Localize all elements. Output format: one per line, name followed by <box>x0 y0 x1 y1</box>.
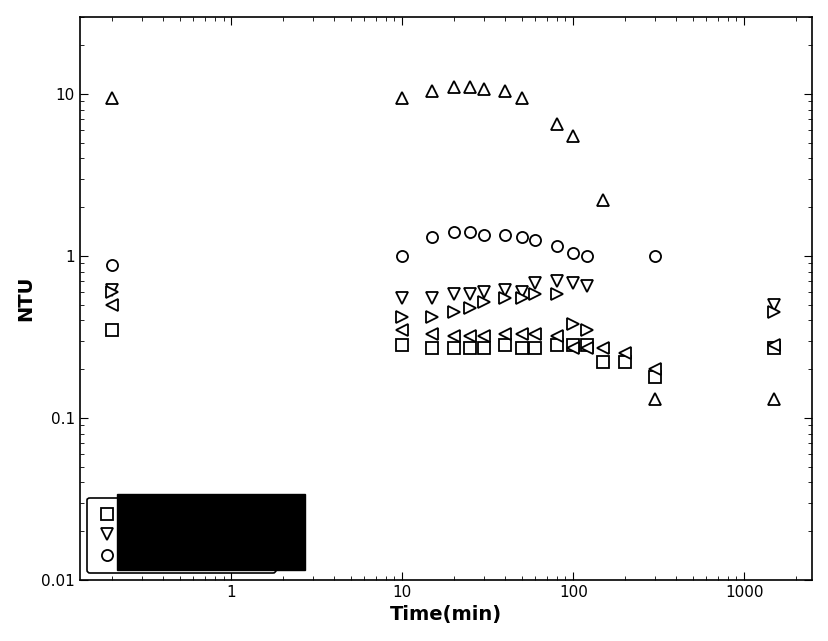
1:0.125 <box>568 344 578 352</box>
1:1 <box>568 249 578 256</box>
Line: 1:0: 1:0 <box>106 324 779 382</box>
1:2 <box>479 85 489 92</box>
1:0.25 <box>107 286 117 294</box>
1:0.5 <box>551 290 561 298</box>
Legend: 1:0, 1:0.25, 1:1, 1:0.125, 1:0.5, 1:2: 1:0, 1:0.25, 1:1, 1:0.125, 1:0.5, 1:2 <box>87 497 275 573</box>
1:0 <box>479 344 489 352</box>
1:0 <box>568 342 578 349</box>
1:1 <box>479 231 489 238</box>
1:0.25 <box>581 283 591 290</box>
1:0.125 <box>619 349 629 357</box>
1:0.125 <box>551 332 561 340</box>
1:0.25 <box>499 286 509 294</box>
1:0 <box>649 372 659 380</box>
1:0.25 <box>768 301 778 308</box>
1:0 <box>499 342 509 349</box>
1:0 <box>465 344 474 352</box>
1:0.125 <box>581 344 591 352</box>
1:0.125 <box>516 330 526 338</box>
1:1 <box>581 252 591 260</box>
1:0.125 <box>448 332 458 340</box>
1:0.25 <box>568 279 578 287</box>
1:0.5 <box>568 320 578 328</box>
1:0.125 <box>649 365 659 373</box>
Line: 1:2: 1:2 <box>106 81 779 405</box>
1:0.125 <box>465 332 474 340</box>
1:0.25 <box>448 290 458 298</box>
1:2 <box>649 395 659 403</box>
1:0.125 <box>397 326 407 334</box>
1:0 <box>551 342 561 349</box>
1:0.5 <box>768 308 778 316</box>
1:0 <box>427 344 437 352</box>
1:0.5 <box>427 313 437 320</box>
Line: 1:0.25: 1:0.25 <box>106 276 779 310</box>
1:2 <box>107 94 117 101</box>
1:0 <box>448 344 458 352</box>
1:2 <box>768 395 778 403</box>
1:2 <box>516 94 526 101</box>
X-axis label: Time(min): Time(min) <box>389 605 502 624</box>
1:0 <box>516 344 526 352</box>
1:1 <box>649 252 659 260</box>
Line: 1:0.125: 1:0.125 <box>106 299 779 375</box>
1:0.5 <box>448 308 458 316</box>
1:1 <box>465 228 474 236</box>
1:2 <box>397 94 407 101</box>
1:2 <box>598 197 608 204</box>
1:0 <box>397 342 407 349</box>
1:0.5 <box>465 304 474 312</box>
1:0.125 <box>479 332 489 340</box>
1:0.25 <box>465 290 474 298</box>
1:2 <box>499 87 509 94</box>
1:1 <box>499 231 509 238</box>
1:0.5 <box>581 326 591 334</box>
1:2 <box>551 121 561 128</box>
1:0.25 <box>427 294 437 302</box>
1:0 <box>530 344 540 352</box>
1:0.5 <box>479 298 489 306</box>
1:1 <box>516 233 526 241</box>
1:0 <box>619 358 629 366</box>
1:1 <box>107 261 117 269</box>
1:1 <box>530 237 540 244</box>
1:0.5 <box>516 294 526 302</box>
1:1 <box>397 252 407 260</box>
1:0.125 <box>107 301 117 308</box>
Line: 1:0.5: 1:0.5 <box>106 287 779 335</box>
1:1 <box>427 233 437 241</box>
1:0.5 <box>499 294 509 302</box>
1:0.125 <box>768 342 778 349</box>
1:0.125 <box>530 330 540 338</box>
1:0.5 <box>107 288 117 296</box>
1:0.5 <box>530 290 540 298</box>
1:0 <box>107 326 117 334</box>
1:0.25 <box>551 277 561 285</box>
1:2 <box>448 83 458 91</box>
1:2 <box>427 87 437 94</box>
1:0.25 <box>397 294 407 302</box>
Line: 1:1: 1:1 <box>106 227 660 271</box>
1:2 <box>465 83 474 91</box>
1:0.125 <box>427 330 437 338</box>
1:0.125 <box>499 330 509 338</box>
Y-axis label: NTU: NTU <box>17 276 36 321</box>
1:0.5 <box>397 313 407 320</box>
1:0.25 <box>479 288 489 296</box>
1:0.125 <box>598 344 608 352</box>
1:0 <box>598 358 608 366</box>
1:0 <box>768 344 778 352</box>
1:0.25 <box>516 288 526 296</box>
1:0 <box>581 342 591 349</box>
1:0.25 <box>530 279 540 287</box>
1:2 <box>568 132 578 140</box>
1:1 <box>551 242 561 250</box>
1:1 <box>448 228 458 236</box>
